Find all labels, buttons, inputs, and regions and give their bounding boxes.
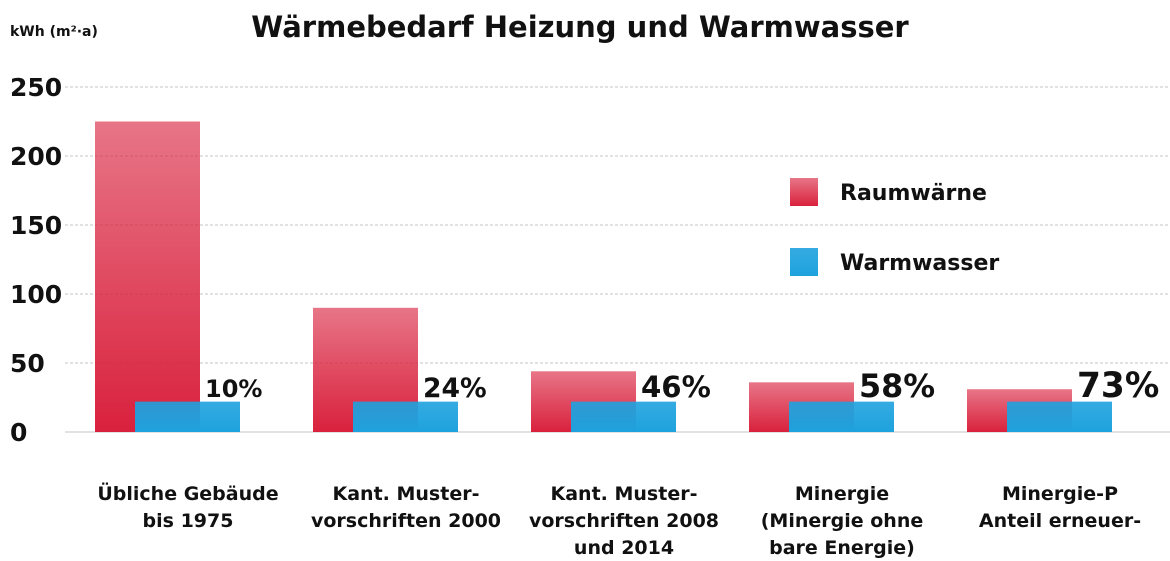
- bar: [789, 401, 894, 432]
- x-tick-label: Übliche Gebäude: [97, 481, 278, 505]
- y-tick-label: 0: [10, 418, 27, 447]
- annotation: 10%: [205, 375, 262, 403]
- chart-title: Wärmebedarf Heizung und Warmwasser: [251, 10, 909, 44]
- y-tick-label: 150: [10, 211, 62, 240]
- x-tick-label: Kant. Muster-: [333, 483, 480, 505]
- x-tick-label: Minergie-P: [1002, 483, 1118, 505]
- bar: [95, 121, 200, 432]
- annotation: 46%: [641, 370, 711, 404]
- bar: [1007, 401, 1112, 432]
- x-tick-label: bis 1975: [143, 510, 234, 532]
- legend-swatch: [790, 248, 818, 276]
- y-tick-label: 50: [10, 349, 45, 378]
- x-tick-label: (Minergie ohne: [761, 510, 924, 532]
- legend-swatch: [790, 178, 818, 206]
- bar: [571, 401, 676, 432]
- x-tick-label: bare Energie): [769, 537, 915, 559]
- legend-label: Raumwärne: [840, 181, 987, 206]
- y-tick-label: 100: [10, 280, 62, 309]
- x-tick-label: Anteil erneuer-: [979, 510, 1141, 532]
- y-axis-label: kWh (m²·a): [10, 24, 98, 40]
- x-tick-label: vorschriften 2008: [529, 510, 719, 532]
- x-tick-label: vorschriften 2000: [311, 510, 501, 532]
- annotation: 58%: [859, 368, 935, 405]
- x-tick-label: Kant. Muster-: [551, 483, 698, 505]
- annotation: 73%: [1077, 366, 1159, 406]
- y-tick-label: 250: [10, 73, 62, 102]
- bar: [135, 401, 240, 432]
- legend-label: Warmwasser: [840, 251, 999, 276]
- x-tick-label: und 2014: [574, 537, 674, 559]
- annotation: 24%: [423, 373, 487, 404]
- x-tick-label: Minergie: [795, 483, 889, 505]
- bar: [353, 401, 458, 432]
- y-tick-label: 200: [10, 142, 62, 171]
